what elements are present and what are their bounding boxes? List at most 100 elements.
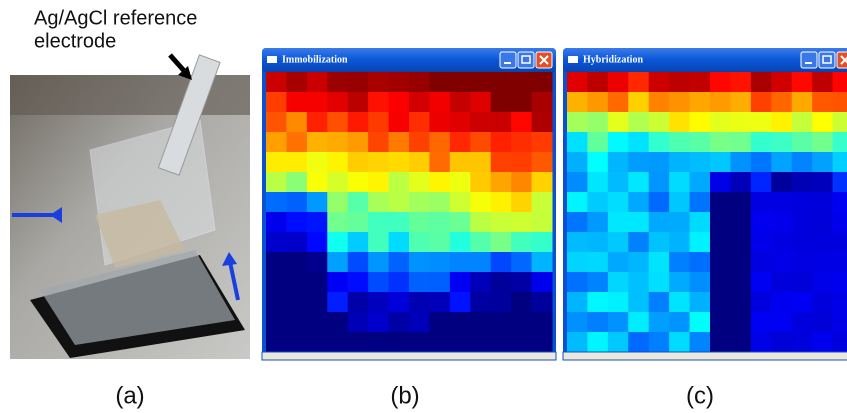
heatmap-cell <box>567 112 588 133</box>
heatmap-cell <box>689 152 711 173</box>
heatmap-cell <box>286 192 308 213</box>
heatmap-cell <box>449 152 471 173</box>
heatmap-cell <box>490 172 512 193</box>
heatmap-cell <box>832 112 847 133</box>
heatmap-cell <box>368 312 390 333</box>
heatmap-cell <box>791 232 813 253</box>
heatmap-cell <box>490 152 512 173</box>
heatmap-cell <box>531 92 553 113</box>
heatmap-cell <box>567 72 588 93</box>
heatmap-cell <box>832 312 847 333</box>
heatmap-cell <box>812 112 834 133</box>
heatmap-cell <box>511 192 533 213</box>
heatmap-cell <box>409 232 430 253</box>
heatmap-cell <box>286 92 308 113</box>
heatmap-cell <box>750 212 772 233</box>
heatmap-cell <box>490 232 512 253</box>
heatmap-cell <box>628 212 650 233</box>
heatmap-cell <box>812 172 834 193</box>
heatmap-cell <box>490 132 512 153</box>
maximize-icon <box>822 55 832 64</box>
heatmap-cell <box>531 132 553 153</box>
heatmap-cell <box>648 152 670 173</box>
heatmap-cell <box>607 332 629 353</box>
heatmap-cell <box>409 212 430 233</box>
heatmap-cell <box>628 152 650 173</box>
heatmap-cell <box>429 132 451 153</box>
heatmap-cell <box>791 312 813 333</box>
heatmap-cell <box>567 232 588 253</box>
heatmap-cell <box>832 292 847 313</box>
heatmap-cell <box>511 72 533 93</box>
heatmap-cell <box>628 72 650 93</box>
heatmap-cell <box>567 292 588 313</box>
heatmap-cell <box>449 272 471 293</box>
heatmap-cell <box>587 72 609 93</box>
heatmap-cell <box>490 312 512 333</box>
heatmap-cell <box>388 252 410 273</box>
heatmap-cell <box>368 152 390 173</box>
heatmap-cell <box>429 212 451 233</box>
heatmap-cell <box>710 232 731 253</box>
heatmap-cell <box>388 232 410 253</box>
heatmap-cell <box>710 332 731 353</box>
heatmap-cell <box>771 92 793 113</box>
heatmap-cell <box>750 112 772 133</box>
heatmap-cell <box>710 212 731 233</box>
heatmap-cell <box>710 72 731 93</box>
heatmap-cell <box>587 172 609 193</box>
heatmap-cell <box>429 172 451 193</box>
heatmap-cell <box>812 152 834 173</box>
heatmap-cell <box>368 132 390 153</box>
heatmap-cell <box>587 132 609 153</box>
heatmap-cell <box>628 112 650 133</box>
heatmap-cell <box>409 312 430 333</box>
heatmap-cell <box>567 152 588 173</box>
heatmap-cell <box>750 252 772 273</box>
heatmap-cell <box>347 132 369 153</box>
heatmap-cell <box>347 212 369 233</box>
heatmap-cell <box>511 232 533 253</box>
windows: Immobilization Hybridization <box>261 48 847 361</box>
heatmap-cell <box>648 72 670 93</box>
heatmap-cell <box>490 72 512 93</box>
heatmap-cell <box>327 192 349 213</box>
heatmap-cell <box>628 232 650 253</box>
heatmap-cell <box>587 272 609 293</box>
heatmap-cell <box>812 92 834 113</box>
heatmap-cell <box>306 72 328 93</box>
heatmap-cell <box>771 132 793 153</box>
heatmap-cell <box>470 192 492 213</box>
heatmap-cell <box>429 152 451 173</box>
arrow <box>228 261 240 301</box>
photo-electrode <box>157 54 221 176</box>
heatmap-cell <box>511 92 533 113</box>
heatmap-cell <box>710 312 731 333</box>
minimize-icon <box>504 62 511 64</box>
heatmap-cell <box>266 92 287 113</box>
heatmap-cell <box>368 332 390 353</box>
heatmap-cell <box>710 252 731 273</box>
heatmap-cell <box>388 72 410 93</box>
heatmap-cell <box>368 72 390 93</box>
photo <box>10 54 250 359</box>
heatmap-cell <box>306 192 328 213</box>
heatmap-cell <box>429 72 451 93</box>
heatmap-cell <box>750 92 772 113</box>
heatmap-cell <box>587 312 609 333</box>
heatmap-cell <box>669 152 691 173</box>
window: Hybridization <box>562 48 847 361</box>
title-bar <box>563 48 847 72</box>
heatmap-cell <box>490 332 512 353</box>
heatmap-cell <box>628 272 650 293</box>
heatmap-cell <box>470 112 492 133</box>
heatmap-cell <box>710 292 731 313</box>
heatmap-cell <box>429 112 451 133</box>
heatmap-cell <box>347 332 369 353</box>
heatmap-cell <box>409 192 430 213</box>
heatmap-cell <box>368 232 390 253</box>
heatmap-cell <box>306 112 328 133</box>
heatmap-cell <box>669 72 691 93</box>
heatmap-cell <box>388 272 410 293</box>
heatmap-cell <box>388 132 410 153</box>
